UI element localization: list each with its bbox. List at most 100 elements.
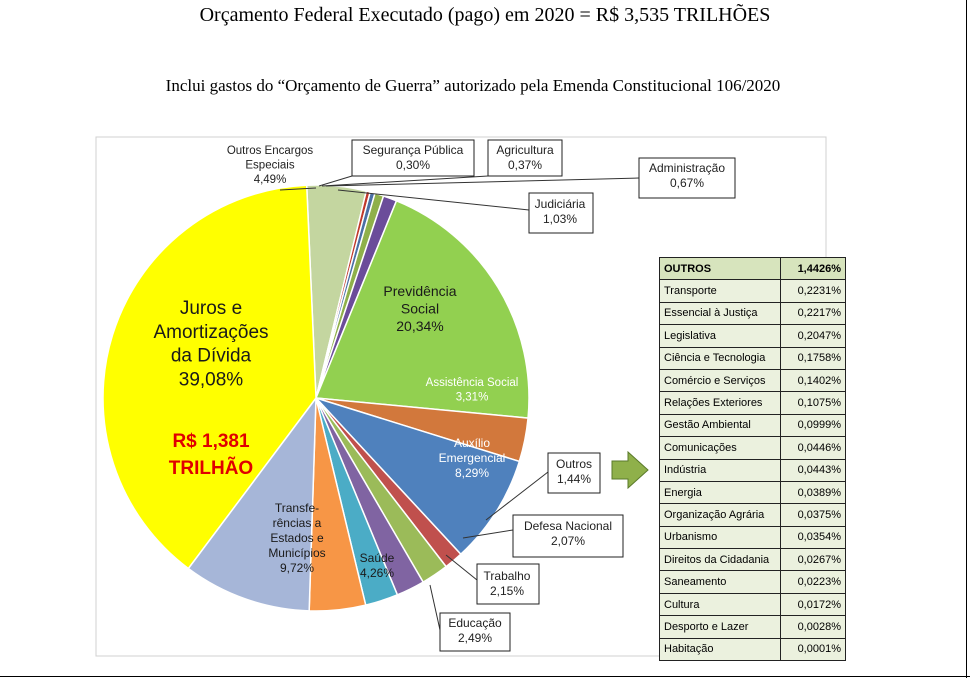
slice-label: Agricultura 0,37% <box>496 143 554 172</box>
table-cell-name: Gestão Ambiental <box>659 413 781 438</box>
leader-line <box>318 175 353 187</box>
slice-percent: 4,26% <box>360 566 394 580</box>
slice-label: Juros e Amortizações da Dívida 39,08% <box>153 298 268 390</box>
slice-label: Defesa Nacional 2,07% <box>524 519 612 548</box>
slice-percent: 8,29% <box>455 466 489 480</box>
outros-table: OUTROS 1,4426% Transporte 0,2231% Essencial … <box>659 256 846 662</box>
table-row: Comércio e Serviços 0,1402% <box>659 368 846 393</box>
slice-label: Assistência Social 3,31% <box>426 377 519 403</box>
slice-name: Outros <box>556 457 592 471</box>
slice-name: Educação <box>448 616 502 630</box>
table-row: Gestão Ambiental 0,0999% <box>659 413 846 438</box>
slice-name: Municípios <box>268 546 325 560</box>
leader-line <box>321 175 489 187</box>
slice-label: Previdência Social 20,34% <box>383 283 456 334</box>
label-box <box>512 514 624 558</box>
slice-label: Outros Encargos Especiais 4,49% <box>227 145 314 186</box>
slice-percent: 0,67% <box>670 176 704 190</box>
slice-name: Especiais <box>245 159 294 171</box>
slice-percent: 2,15% <box>490 584 524 598</box>
slice-name: Trabalho <box>484 569 531 583</box>
table-row: Saneamento 0,0223% <box>659 570 846 594</box>
slice-name: Juros e <box>180 298 242 319</box>
table-cell-name: OUTROS <box>659 256 781 281</box>
table-cell-value: 0,1402% <box>780 368 846 393</box>
table-cell-name: Organização Agrária <box>659 503 781 527</box>
table-row: Habitação 0,0001% <box>659 637 846 662</box>
table-cell-name: Comércio e Serviços <box>659 368 781 393</box>
table-row: Energia 0,0389% <box>659 480 846 505</box>
table-cell-value: 0,0999% <box>780 413 846 438</box>
table-row: Cultura 0,0172% <box>659 592 846 617</box>
label-box <box>547 452 601 494</box>
table-cell-value: 0,2217% <box>780 301 846 326</box>
table-cell-name: Transporte <box>659 279 781 303</box>
table-cell-value: 0,0389% <box>780 480 846 505</box>
label-box <box>487 139 563 177</box>
table-cell-name: Saneamento <box>659 570 781 594</box>
table-row: Desporto e Lazer 0,0028% <box>659 615 846 639</box>
page-border-right <box>966 0 967 678</box>
chart-subtitle: Inclui gastos do “Orçamento de Guerra” a… <box>165 76 781 95</box>
table-cell-value: 0,0446% <box>780 436 846 460</box>
table-cell-value: 0,0354% <box>780 525 846 550</box>
slice-name: Social <box>401 301 439 317</box>
slice-percent: 0,30% <box>396 158 430 172</box>
slice-percent: 1,44% <box>557 472 591 486</box>
table-cell-name: Energia <box>659 480 781 505</box>
slice-name: Emergencial <box>439 451 506 465</box>
table-cell-value: 0,1075% <box>780 391 846 415</box>
slice-label: Outros 1,44% <box>556 457 592 486</box>
table-row: Essencial à Justiça 0,2217% <box>659 301 846 326</box>
slice-percent: 1,03% <box>543 212 577 226</box>
slice-labels: Outros Encargos Especiais 4,49% Segurança P… <box>153 139 736 652</box>
table-cell-name: Relações Exteriores <box>659 391 781 415</box>
pie-slices <box>102 184 530 612</box>
table-row: Direitos da Cidadania 0,0267% <box>659 548 846 572</box>
slice-label: Educação 2,49% <box>448 616 502 645</box>
debt-amount-label: R$ 1,381 TRILHÃO <box>169 431 253 479</box>
table-cell-value: 0,0443% <box>780 458 846 482</box>
slice-label: Transfe-rências a Estados e Municípios 9,72… <box>268 501 325 575</box>
table-row: Transporte 0,2231% <box>659 279 846 303</box>
slice-label: Segurança Pública 0,30% <box>363 143 464 172</box>
leader-line <box>279 187 317 191</box>
table-cell-name: Comunicações <box>659 436 781 460</box>
slice-name: Outros Encargos <box>227 145 314 157</box>
slice-name: rências a <box>273 516 322 530</box>
table-row: Ciência e Tecnologia 0,1758% <box>659 346 846 370</box>
pie-slice <box>187 395 317 612</box>
slice-name: Amortizações <box>153 322 268 343</box>
table-cell-name: Essencial à Justiça <box>659 301 781 326</box>
slice-name: Agricultura <box>496 143 554 157</box>
slice-name: Assistência Social <box>426 377 519 389</box>
label-box <box>528 192 594 234</box>
table-header-row: OUTROS 1,4426% <box>659 256 846 281</box>
pie-slice <box>102 184 317 570</box>
table-cell-name: Desporto e Lazer <box>659 615 781 639</box>
pie-slice <box>314 199 530 419</box>
slice-label: Administração 0,67% <box>649 161 725 190</box>
slice-name: Segurança Pública <box>363 143 464 157</box>
arrow-icon <box>611 450 649 490</box>
table-cell-value: 1,4426% <box>780 256 846 281</box>
leader-line <box>429 584 441 631</box>
label-box <box>476 563 540 605</box>
table-cell-name: Ciência e Tecnologia <box>659 346 781 370</box>
table-cell-name: Legislativa <box>659 324 781 348</box>
slice-percent: 20,34% <box>396 318 443 334</box>
slice-percent: 3,31% <box>456 391 489 403</box>
slice-percent: 2,49% <box>458 631 492 645</box>
table-cell-value: 0,0001% <box>780 637 846 662</box>
table-cell-name: Direitos da Cidadania <box>659 548 781 572</box>
slice-percent: 2,07% <box>551 534 585 548</box>
slice-percent: 9,72% <box>280 561 314 575</box>
slice-label: Auxílio Emergencial 8,29% <box>439 436 506 480</box>
table-cell-name: Habitação <box>659 637 781 662</box>
leader-line <box>485 471 549 521</box>
slice-name: Saúde <box>360 551 395 565</box>
leader-line <box>325 177 640 187</box>
chart-title: Orçamento Federal Executado (pago) em 20… <box>199 4 771 26</box>
table-cell-value: 0,0172% <box>780 592 846 617</box>
table-cell-name: Urbanismo <box>659 525 781 550</box>
